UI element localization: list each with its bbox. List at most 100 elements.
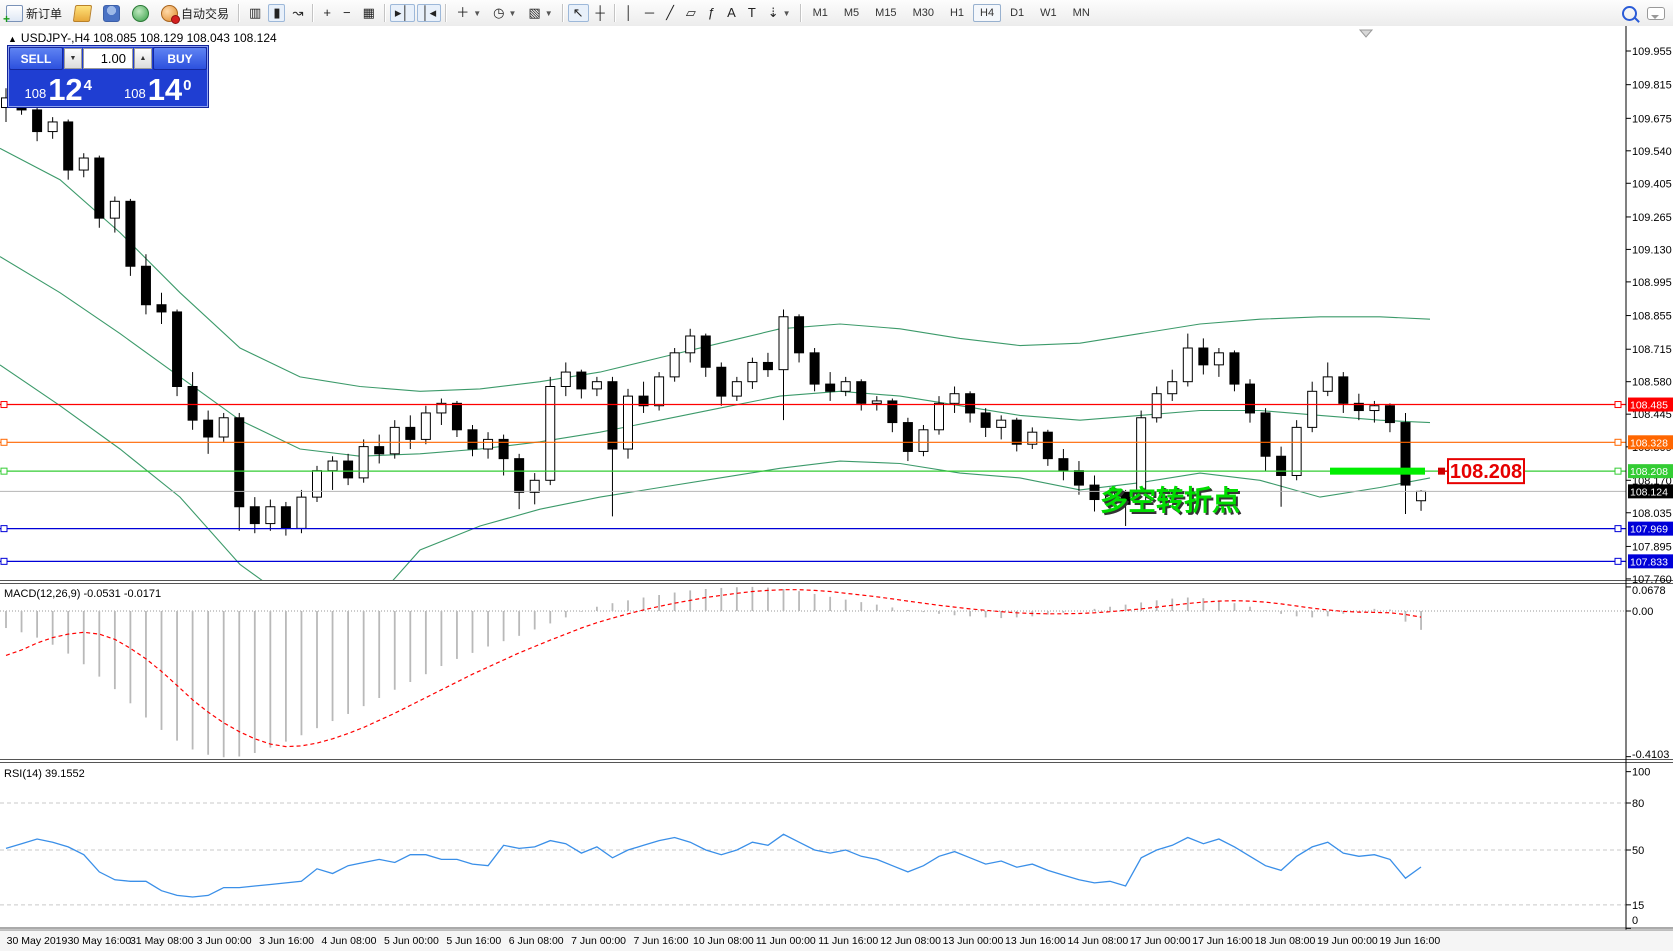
volume-increase-button[interactable]: ▲ <box>134 48 152 69</box>
time-label: 7 Jun 00:00 <box>571 935 626 947</box>
toolbar-separator <box>383 4 386 22</box>
candle-body-bull <box>669 352 680 378</box>
dropdown-arrow-icon[interactable]: ▼ <box>508 8 517 18</box>
text-icon: A <box>727 5 736 20</box>
price-badge-text: 107.833 <box>1630 556 1668 568</box>
hline-anchor <box>0 438 8 446</box>
timeframe-mn[interactable]: MN <box>1072 7 1090 19</box>
toolbar-separator <box>613 4 616 22</box>
text-button[interactable]: A <box>722 4 741 22</box>
candle-body-bear <box>125 200 136 267</box>
buy-button[interactable]: BUY <box>153 47 207 70</box>
candle-body-bull <box>996 419 1007 428</box>
candle-body-bear <box>716 366 727 397</box>
toolbar-separator <box>238 4 241 22</box>
periods-button[interactable]: ◷ ▼ <box>488 4 521 22</box>
candle-body-bear <box>498 438 509 460</box>
dropdown-arrow-icon[interactable]: ▼ <box>473 8 482 18</box>
candle-body-bear <box>700 335 711 368</box>
crosshair-icon: ┼ <box>595 5 605 20</box>
crosshair-button[interactable]: ┼ <box>591 4 610 22</box>
candle-body-bear <box>451 402 462 431</box>
chart-shift-marker[interactable] <box>1358 29 1374 38</box>
search-icon[interactable] <box>1622 5 1637 21</box>
chat-icon[interactable] <box>1647 6 1665 20</box>
price-tick-label: 109.675 <box>1632 113 1672 125</box>
toolbar-separator <box>799 4 802 22</box>
price-tag-text: 108.208 <box>1450 461 1522 483</box>
bar-chart-button[interactable]: ▥ <box>244 4 266 22</box>
timeframe-m1[interactable]: M1 <box>812 7 828 19</box>
candle-body-bull <box>545 385 556 481</box>
broadcast-button[interactable] <box>127 4 154 22</box>
candle-body-bear <box>576 371 587 390</box>
price-tick-label: 107.895 <box>1632 541 1672 553</box>
timeframe-d1[interactable]: D1 <box>1010 7 1025 19</box>
trendline-button[interactable]: ╱ <box>661 4 679 22</box>
timeframe-m5[interactable]: M5 <box>843 7 860 19</box>
candle-body-bear <box>825 383 836 392</box>
candle-body-bear <box>638 395 649 407</box>
rsi-label: RSI(14) 39.1552 <box>4 768 85 780</box>
autotrading-button[interactable]: 自动交易 <box>156 4 234 24</box>
bollinger-lower-band <box>0 364 1431 581</box>
candle-body-bull <box>731 381 742 397</box>
candle-body-bull <box>747 361 758 383</box>
zoom-in-button[interactable]: + <box>318 4 336 22</box>
candle-body-bull <box>918 429 929 452</box>
line-chart-button[interactable]: ↝ <box>287 4 308 22</box>
templates-button[interactable]: ▧ ▼ <box>523 4 557 22</box>
hline-anchor <box>1614 467 1622 475</box>
label-button[interactable]: T <box>743 4 761 22</box>
auto-scroll-button[interactable]: ▸│ <box>389 4 415 22</box>
sell-price-button[interactable]: 108 12 4 <box>10 71 107 106</box>
time-axis[interactable] <box>0 930 1673 951</box>
indicators-icon: ＋ <box>456 5 470 20</box>
community-button[interactable] <box>98 4 125 22</box>
toolbar-separator <box>312 4 315 22</box>
candle-body-bear <box>1400 422 1411 486</box>
rsi-axis-label: 15 <box>1632 900 1644 912</box>
volume-input[interactable]: 1.00 <box>83 48 133 69</box>
time-label: 11 Jun 16:00 <box>818 935 878 947</box>
volume-decrease-button[interactable]: ▼ <box>64 48 82 69</box>
time-label: 19 Jun 16:00 <box>1379 935 1440 947</box>
macd-pane <box>0 586 1626 758</box>
sell-button[interactable]: SELL <box>9 47 63 70</box>
arrows-button[interactable]: ⇣ ▼ <box>763 4 796 22</box>
tile-windows-icon: ▦ <box>362 5 375 20</box>
timeframe-w1[interactable]: W1 <box>1040 7 1057 19</box>
dropdown-arrow-icon[interactable]: ▼ <box>782 8 791 18</box>
timeframe-m30[interactable]: M30 <box>912 7 934 19</box>
cursor-button[interactable]: ↖ <box>567 4 589 22</box>
arrows-icon: ⇣ <box>767 5 779 20</box>
rsi-axis-label: 0 <box>1632 915 1638 927</box>
candle-body-bear <box>94 157 105 219</box>
chart-shift-button[interactable]: │◂ <box>416 4 442 22</box>
dropdown-arrow-icon[interactable]: ▼ <box>544 8 553 18</box>
time-label: 5 Jun 00:00 <box>384 935 439 947</box>
time-label: 6 Jun 08:00 <box>509 935 564 947</box>
buy-price-button[interactable]: 108 14 0 <box>110 71 207 106</box>
tile-windows-button[interactable]: ▦ <box>358 4 380 22</box>
price-tag-box[interactable] <box>1447 458 1525 485</box>
zoom-out-button[interactable]: − <box>338 4 356 22</box>
price-badge <box>1628 435 1673 450</box>
channel-button[interactable]: ▱ <box>681 4 701 22</box>
candle-body-bear <box>63 121 74 171</box>
fibonacci-button[interactable]: ƒ <box>703 4 720 22</box>
horizontal-line-button[interactable]: ─ <box>640 4 659 22</box>
timeframe-h1[interactable]: H1 <box>949 7 965 19</box>
timeframe-m15[interactable]: M15 <box>875 7 897 19</box>
indicators-button[interactable]: ＋ ▼ <box>451 4 486 22</box>
new-order-button[interactable]: 新订单 <box>1 4 67 26</box>
price-tick-label: 108.995 <box>1632 277 1672 289</box>
candle-body-bull <box>47 121 58 133</box>
hline-anchor <box>1614 525 1622 533</box>
vertical-line-button[interactable]: │ <box>620 4 638 22</box>
candle-body-bull <box>296 496 307 529</box>
candlestick-button[interactable]: ▮ <box>268 4 286 22</box>
timeframe-h4[interactable]: H4 <box>973 4 1002 22</box>
bar-chart-icon: ▥ <box>249 5 262 20</box>
